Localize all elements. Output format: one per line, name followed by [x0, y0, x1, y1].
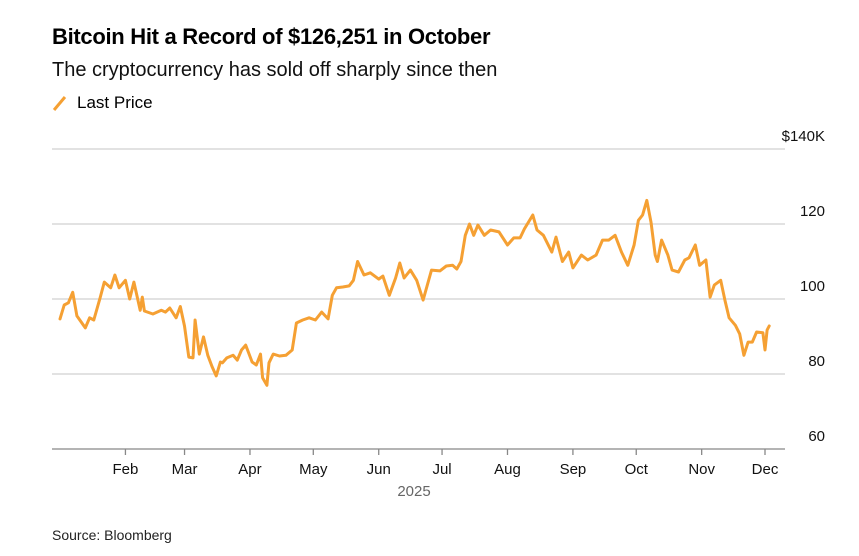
x-tick-label: Mar — [172, 461, 198, 478]
y-tick-label: 100 — [800, 278, 825, 295]
y-tick-label: 80 — [808, 353, 825, 370]
source-note: Source: Bloomberg — [52, 527, 172, 543]
y-tick-label: 60 — [808, 428, 825, 445]
series-line-last-price — [58, 198, 771, 387]
x-tick-label: May — [299, 461, 328, 478]
x-axis-label: 2025 — [397, 483, 430, 500]
x-tick-label: Oct — [625, 461, 649, 478]
x-tick-label: Nov — [688, 461, 715, 478]
y-tick-label: 120 — [800, 203, 825, 220]
x-tick-label: Feb — [113, 461, 139, 478]
chart-title: Bitcoin Hit a Record of $126,251 in Octo… — [52, 24, 491, 49]
legend-label: Last Price — [77, 93, 153, 112]
x-tick-label: Sep — [560, 461, 587, 478]
y-tick-label: $140K — [782, 128, 825, 145]
chart-subtitle: The cryptocurrency has sold off sharply … — [52, 59, 498, 81]
x-tick-label: Jun — [367, 461, 391, 478]
x-tick-label: Dec — [752, 461, 779, 478]
legend: Last Price — [52, 93, 153, 113]
x-tick-label: Aug — [494, 461, 521, 478]
x-tick-label: Jul — [432, 461, 451, 478]
x-tick-label: Apr — [238, 461, 261, 478]
